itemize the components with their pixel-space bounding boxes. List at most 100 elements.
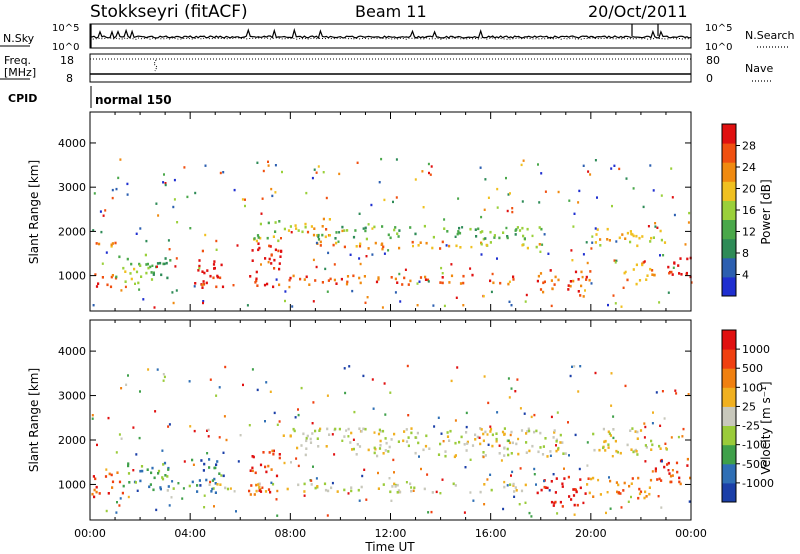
echo-cell	[251, 368, 254, 371]
echo-cell	[167, 485, 170, 488]
echo-cell	[255, 489, 258, 493]
echo-cell	[149, 265, 152, 269]
echo-cell	[656, 226, 659, 229]
echo-cell	[248, 489, 251, 493]
echo-cell	[555, 438, 558, 442]
echo-cell	[482, 455, 485, 459]
echo-cell	[667, 265, 670, 269]
echo-cell	[359, 242, 362, 246]
echo-cell	[157, 469, 161, 473]
echo-cell	[352, 274, 355, 278]
echo-cell	[613, 259, 616, 262]
echo-cell	[614, 261, 617, 264]
echo-cell	[618, 236, 621, 240]
echo-cell	[381, 429, 385, 433]
echo-cell	[439, 247, 442, 250]
echo-cell	[483, 208, 486, 211]
echo-cell	[344, 391, 347, 395]
echo-cell	[151, 466, 154, 470]
echo-cell	[452, 482, 455, 486]
echo-cell	[539, 431, 542, 435]
echo-cell	[257, 242, 260, 245]
echo-cell	[258, 482, 261, 486]
echo-cell	[544, 190, 547, 193]
echo-cell	[510, 430, 513, 434]
echo-cell	[378, 428, 381, 432]
echo-cell	[221, 285, 225, 289]
echo-cell	[164, 474, 167, 477]
echo-cell	[448, 244, 451, 248]
echo-cell	[557, 190, 560, 194]
echo-cell	[258, 486, 261, 489]
echo-cell	[288, 278, 291, 282]
echo-cell	[507, 193, 510, 196]
echo-cell	[521, 243, 524, 247]
colorbar-tick-label: 100	[742, 381, 763, 394]
echo-cell	[280, 249, 283, 253]
echo-cell	[363, 275, 366, 278]
echo-cell	[553, 283, 556, 286]
echo-cell	[523, 412, 526, 415]
echo-cell	[393, 482, 396, 486]
echo-cell	[523, 237, 526, 240]
echo-cell	[264, 420, 266, 423]
echo-cell	[218, 472, 221, 475]
echo-cell	[132, 469, 135, 472]
echo-cell	[680, 273, 683, 276]
echo-cell	[215, 285, 218, 289]
echo-cell	[159, 487, 162, 491]
echo-cell	[682, 427, 685, 431]
echo-cell	[528, 511, 531, 515]
echo-cell	[160, 273, 163, 277]
echo-cell	[520, 489, 524, 493]
echo-cell	[259, 236, 262, 240]
echo-cell	[141, 469, 144, 473]
echo-cell	[543, 485, 546, 489]
echo-cell	[267, 160, 269, 163]
echo-cell	[538, 243, 541, 246]
echo-cell	[387, 450, 390, 453]
echo-cell	[418, 455, 420, 458]
echo-cell	[351, 289, 354, 293]
echo-cell	[522, 159, 525, 162]
echo-cell	[458, 440, 461, 444]
echo-cell	[98, 242, 101, 246]
echo-cell	[249, 275, 252, 278]
echo-cell	[353, 410, 356, 414]
echo-cell	[111, 274, 114, 277]
echo-cell	[305, 275, 308, 279]
echo-cell	[649, 478, 653, 482]
ytick-label: 2000	[58, 434, 86, 447]
echo-cell	[410, 489, 413, 493]
echo-cell	[459, 282, 463, 285]
echo-cell	[435, 490, 438, 494]
echo-cell	[506, 484, 509, 487]
echo-cell	[325, 445, 328, 448]
echo-cell	[615, 259, 618, 262]
echo-cell	[502, 231, 505, 234]
echo-cell	[638, 279, 642, 282]
echo-cell	[172, 487, 175, 490]
echo-cell	[305, 191, 308, 195]
echo-cell	[604, 449, 607, 452]
echo-cell	[305, 447, 308, 450]
echo-cell	[379, 430, 382, 433]
echo-cell	[111, 242, 114, 245]
echo-cell	[559, 433, 562, 437]
echo-cell	[519, 467, 522, 470]
echo-cell	[549, 454, 552, 457]
echo-cell	[637, 476, 640, 480]
echo-cell	[612, 436, 615, 440]
echo-cell	[524, 300, 527, 303]
echo-cell	[554, 275, 557, 279]
echo-cell	[581, 275, 584, 279]
echo-cell	[514, 233, 517, 236]
power-colorbar: 28 24 20 16 12 8 4	[721, 123, 756, 297]
echo-cell	[516, 378, 519, 381]
echo-cell	[371, 227, 374, 230]
echo-cell	[503, 454, 506, 457]
echo-cell	[409, 279, 412, 283]
echo-cell	[201, 283, 204, 287]
echo-cell	[201, 270, 204, 273]
echo-cell	[617, 483, 620, 487]
